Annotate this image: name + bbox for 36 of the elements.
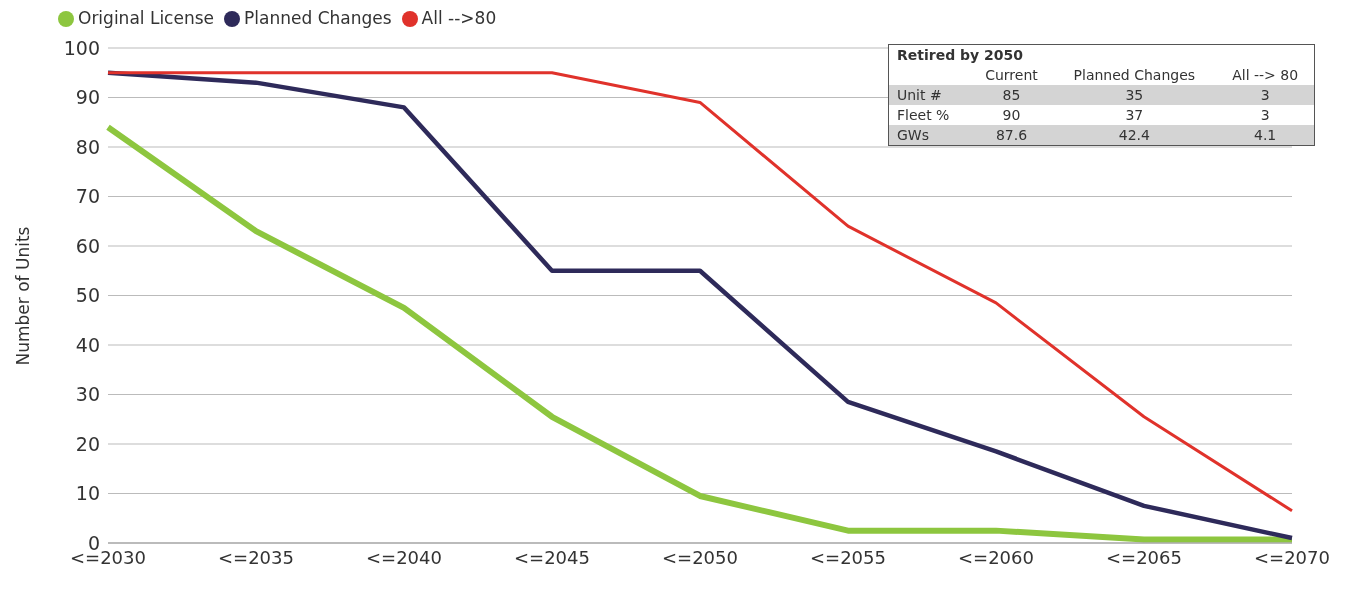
annotation: 90 <box>1001 106 1022 125</box>
annotation: 42.4 <box>1117 126 1151 145</box>
category-label: Planned Changes <box>1072 66 1197 85</box>
y-tick-label: 20 <box>75 432 100 455</box>
y-axis-title: Number of Units <box>13 226 34 366</box>
category-label: Current <box>984 66 1039 85</box>
x-tick-label: <=2050 <box>662 546 738 568</box>
table-row: Fleet % 90 37 3 <box>889 105 1314 125</box>
x-tick-label: <=2060 <box>958 546 1034 568</box>
x-tick-label: <=2040 <box>366 546 442 568</box>
y-tick-label: 80 <box>75 135 100 158</box>
annotation: 37 <box>1124 106 1145 125</box>
y-tick-label: 10 <box>75 482 100 505</box>
y-tick-label: 90 <box>75 86 100 109</box>
y-tick-label: 30 <box>75 383 100 406</box>
y-tick-label: 70 <box>75 185 100 208</box>
annotation: 35 <box>1124 86 1145 105</box>
y-tick-label: 40 <box>75 333 100 356</box>
category-label: All --> 80 <box>1231 66 1300 85</box>
y-tick-label: 50 <box>75 284 100 307</box>
legend-label: All -->80 <box>421 8 497 28</box>
legend-label: Original License <box>78 8 215 28</box>
y-tick-label: 60 <box>75 234 100 257</box>
annotation: 87.6 <box>994 126 1029 145</box>
x-tick-label: <=2035 <box>218 546 294 568</box>
x-tick-label: <=2045 <box>514 546 590 568</box>
x-tick-label: <=2065 <box>1106 546 1182 568</box>
annotation: 85 <box>1001 86 1022 105</box>
text: Retired by 2050 <box>896 46 1025 65</box>
legend-label: Planned Changes <box>244 8 392 28</box>
x-tick-label: <=2055 <box>810 546 886 568</box>
annotation: 3 <box>1259 106 1271 125</box>
annotation: 4.1 <box>1253 126 1278 145</box>
y-tick-label: 100 <box>63 36 100 59</box>
annotation: 3 <box>1259 86 1271 105</box>
x-tick-label: <=2070 <box>1254 546 1330 568</box>
